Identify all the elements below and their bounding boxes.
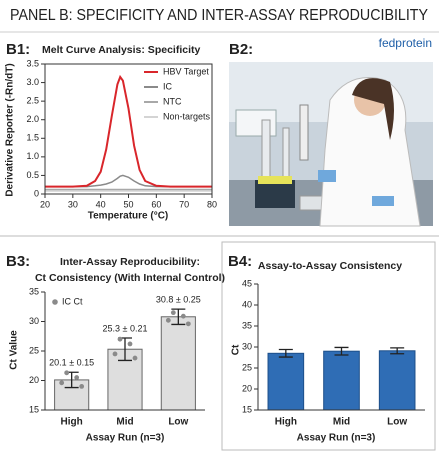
legend-label: IC xyxy=(163,81,173,91)
data-point xyxy=(64,370,70,376)
data-point xyxy=(180,313,186,319)
data-point xyxy=(79,384,85,389)
legend-label: Non-targets xyxy=(163,111,211,121)
y-tick-label: 25 xyxy=(29,345,39,355)
header-title: PANEL B: SPECIFICITY AND INTER-ASSAY REP… xyxy=(10,7,428,24)
data-point xyxy=(74,375,80,380)
bar xyxy=(267,352,305,411)
axis-lines xyxy=(257,284,425,411)
lab-photo xyxy=(229,62,433,227)
panel-label: B2: xyxy=(229,41,253,58)
data-point xyxy=(165,317,171,323)
bar xyxy=(323,350,360,411)
legend-label: HBV Target xyxy=(163,66,209,76)
y-tick-label: 40 xyxy=(242,299,252,309)
bar xyxy=(378,350,416,411)
y-tick-label: 2.0 xyxy=(26,114,39,124)
value-label: 25.3 ± 0.21 xyxy=(103,323,148,333)
x-tick-label: 30 xyxy=(68,199,78,209)
value-label: 30.8 ± 0.25 xyxy=(156,294,201,304)
y-tick-label: 30 xyxy=(29,316,39,326)
panel-frame xyxy=(221,241,436,451)
x-tick-label: 70 xyxy=(179,199,189,209)
data-point xyxy=(112,351,118,357)
x-tick-label: Low xyxy=(168,417,188,428)
x-tick-label: 20 xyxy=(40,199,50,209)
legend-label: NTC xyxy=(163,96,182,106)
chart-title: Melt Curve Analysis: Specificity xyxy=(42,44,200,56)
y-tick-label: 15 xyxy=(29,404,39,414)
x-tick-label: Mid xyxy=(116,417,133,428)
y-tick-label: 1.0 xyxy=(26,151,39,161)
error-bar xyxy=(390,347,405,355)
legend-swatch xyxy=(52,299,58,305)
y-tick-label: 20 xyxy=(29,375,39,385)
chart-subtitle: Ct Consistency (With Internal Control) xyxy=(35,272,225,284)
data-point xyxy=(132,355,138,361)
y-tick-label: 30 xyxy=(242,341,252,351)
y-axis-title: Derivative Reporter (-Rn/dT) xyxy=(5,63,16,196)
axis-lines xyxy=(44,292,205,411)
x-tick-label: 40 xyxy=(96,199,106,209)
logo: fedprotein xyxy=(379,36,432,50)
y-tick-label: 45 xyxy=(242,278,252,288)
y-tick-label: 25 xyxy=(242,362,252,372)
error-bar xyxy=(278,348,293,358)
x-tick-label: 50 xyxy=(123,199,133,209)
series-line xyxy=(45,74,212,188)
x-tick-label: Mid xyxy=(333,417,350,428)
data-point xyxy=(185,321,191,327)
y-tick-label: 35 xyxy=(242,320,252,330)
y-tick-label: 0.5 xyxy=(26,170,39,180)
y-axis-title: Ct xyxy=(231,344,242,355)
error-bar xyxy=(334,346,349,356)
x-tick-label: High xyxy=(61,417,83,428)
x-tick-label: 80 xyxy=(207,199,217,209)
error-bar xyxy=(171,308,186,326)
panel-label: B3: xyxy=(6,253,30,270)
y-tick-label: 1.5 xyxy=(26,133,39,143)
x-axis-title: Assay Run (n=3) xyxy=(297,433,376,444)
data-point xyxy=(127,341,133,347)
chart-title: Assay-to-Assay Consistency xyxy=(258,260,402,272)
value-label: 20.1 ± 0.15 xyxy=(49,358,94,368)
y-tick-label: 2.5 xyxy=(26,96,39,106)
panel-label: B4: xyxy=(228,253,252,270)
y-tick-label: 35 xyxy=(29,286,39,296)
x-tick-label: Low xyxy=(387,417,407,428)
x-axis-title: Assay Run (n=3) xyxy=(86,433,165,444)
y-tick-label: 15 xyxy=(242,404,252,414)
y-tick-label: 3.5 xyxy=(26,58,39,68)
y-tick-label: 3.0 xyxy=(26,77,39,87)
data-point xyxy=(170,310,176,316)
chart-title: Inter-Assay Reproducibility: xyxy=(60,256,200,268)
x-tick-label: High xyxy=(275,417,297,428)
bar xyxy=(160,316,196,411)
y-axis-title: Ct Value xyxy=(9,330,20,370)
plot-frame xyxy=(44,63,213,195)
y-tick-label: 0 xyxy=(34,188,39,198)
legend-label: IC Ct xyxy=(62,296,83,306)
x-tick-label: 60 xyxy=(151,199,161,209)
data-point xyxy=(59,380,65,386)
data-point xyxy=(117,336,123,342)
panel-label: B1: xyxy=(6,41,30,58)
x-axis-title: Temperature (°C) xyxy=(88,211,169,222)
y-tick-label: 20 xyxy=(242,383,252,393)
